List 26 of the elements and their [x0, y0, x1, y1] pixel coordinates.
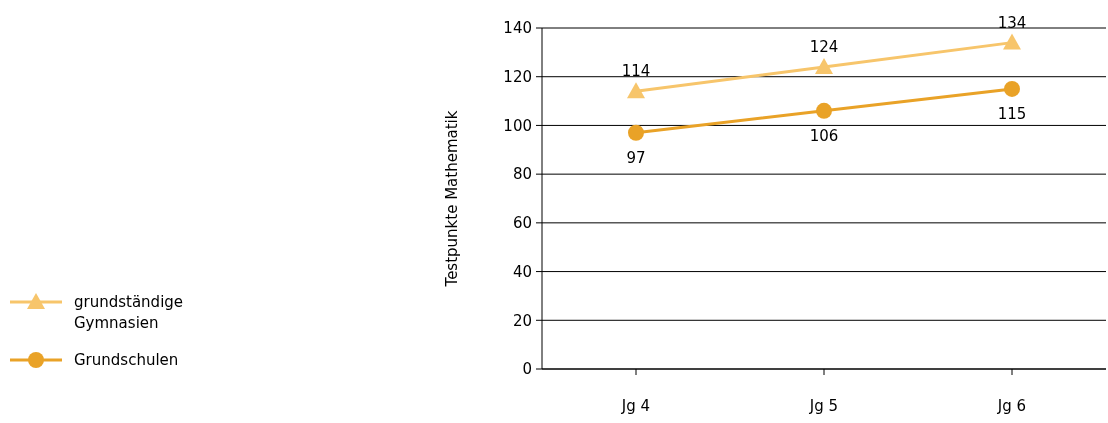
y-tick-label: 80 [512, 165, 532, 184]
data-label: 114 [621, 62, 651, 81]
y-tick-label: 0 [522, 360, 532, 379]
y-tick-label: 140 [503, 19, 532, 38]
x-tick-label: Jg 6 [996, 397, 1027, 415]
y-tick-label: 20 [512, 311, 532, 330]
legend-label: Grundschulen [74, 351, 179, 370]
x-tick-label: Jg 4 [620, 397, 651, 415]
data-label: 97 [626, 148, 646, 167]
data-label: 124 [809, 37, 839, 56]
data-label: 106 [809, 126, 839, 145]
point [628, 124, 644, 141]
y-tick-label: 100 [503, 116, 532, 135]
point [1004, 80, 1020, 97]
y-tick-label: 60 [512, 214, 532, 233]
y-tick-label: 120 [503, 67, 532, 86]
x-tick-label: Jg 5 [808, 397, 839, 415]
y-tick-label: 40 [512, 262, 532, 281]
point [816, 102, 832, 119]
point [1003, 33, 1021, 50]
y-axis-title: Testpunkte Mathematik [443, 110, 461, 288]
point [815, 57, 833, 74]
legend-label: grundständige Gymnasien [74, 293, 184, 333]
point [627, 82, 645, 99]
data-label: 115 [997, 104, 1027, 123]
data-label: 134 [997, 13, 1027, 32]
